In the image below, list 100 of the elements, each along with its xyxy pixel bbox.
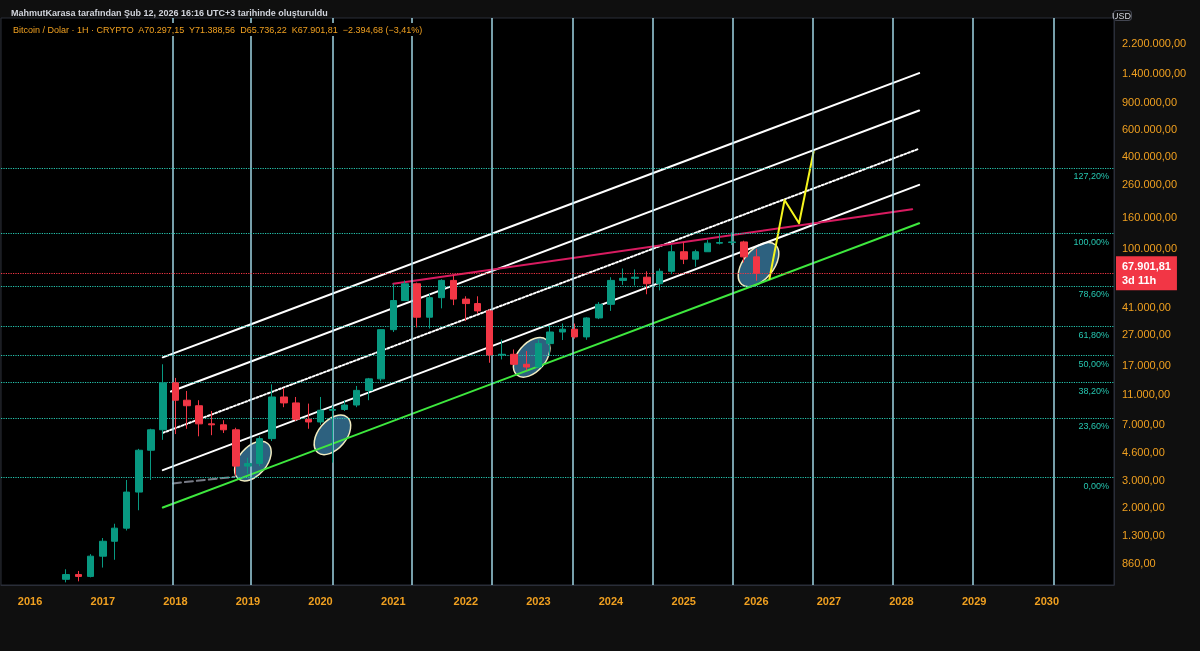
x-tick-label: 2021 — [381, 594, 406, 607]
x-tick-label: 2024 — [598, 594, 625, 607]
x-tick-label: 2016 — [17, 594, 43, 607]
candlestick — [619, 268, 627, 286]
y-tick-label: 4.600,00 — [1122, 445, 1165, 458]
ref-line-label: 67.901,81 3d 11h — [1122, 260, 1171, 287]
candlestick — [317, 396, 324, 426]
candlestick — [704, 239, 711, 253]
annotation: 0,00% — [1083, 480, 1109, 491]
candlestick — [244, 457, 252, 475]
annotation: 127,20% — [1073, 171, 1109, 182]
candlestick — [692, 249, 699, 268]
y-tick-label: 100.000,00 — [1122, 241, 1178, 254]
candlestick — [280, 387, 288, 408]
candlestick — [535, 339, 542, 369]
candlestick — [486, 308, 493, 364]
y-tick-label: 11.000,00 — [1122, 387, 1171, 400]
annotation: 38,20% — [1078, 385, 1109, 396]
candlestick — [329, 405, 336, 464]
candlestick — [668, 244, 675, 275]
candlestick — [305, 403, 312, 430]
candlestick — [474, 295, 481, 315]
candlestick — [546, 324, 554, 357]
y-tick-label: 41.000,00 — [1122, 300, 1171, 313]
candlestick — [631, 268, 639, 286]
candlestick — [341, 399, 348, 412]
x-tick-label: 2018 — [163, 594, 188, 607]
candlestick — [353, 385, 360, 408]
y-tick-label: 600.000,00 — [1122, 122, 1178, 135]
chart-title: MahmutKarasa tarafından Şub 12, 2026 16:16 UTC+3 tarihinde oluşturuldu — [11, 7, 328, 18]
candlestick — [740, 240, 748, 263]
x-tick-label: 2017 — [90, 594, 116, 607]
candlestick — [510, 349, 518, 366]
x-tick-label: 2028 — [889, 594, 914, 607]
candlestick — [62, 568, 70, 583]
y-tick-label: 260.000,00 — [1122, 178, 1178, 191]
candlestick — [401, 279, 409, 302]
x-tick-label: 2019 — [235, 594, 261, 607]
annotation: 23,60% — [1078, 421, 1109, 432]
y-tick-label: 27.000,00 — [1122, 328, 1171, 341]
annotation: 61,80% — [1078, 329, 1109, 340]
candlestick — [438, 278, 445, 309]
x-tick-label: 2022 — [453, 594, 479, 607]
x-tick-label: 2025 — [671, 594, 696, 607]
candlestick — [256, 435, 263, 467]
y-tick-label: 2.200.000,00 — [1122, 36, 1187, 49]
candlestick — [365, 377, 373, 401]
y-tick-label: 1.400.000,00 — [1122, 66, 1187, 79]
candlestick — [716, 233, 723, 245]
y-tick-label: 400.000,00 — [1122, 149, 1178, 162]
candlestick — [680, 241, 688, 265]
annotation: 100,00% — [1073, 236, 1109, 247]
candlestick — [523, 350, 530, 371]
y-tick-label: 900.000,00 — [1122, 96, 1178, 109]
candlestick — [268, 383, 276, 442]
candlestick — [390, 283, 397, 333]
x-tick-label: 2027 — [816, 594, 842, 607]
candlestick — [450, 274, 457, 306]
text: Bitcoin / Dolar · 1H · CRYPTO A70.297,15 Y71.388,56 D65.736,22 K67.901,81 −2.394,68 (−3,41%) — [13, 24, 423, 35]
annotation: 50,00% — [1078, 358, 1109, 369]
y-axis-title: USD — [1112, 10, 1132, 21]
candlestick — [220, 419, 227, 434]
x-tick-label: 2023 — [526, 594, 551, 607]
y-tick-label: 160.000,00 — [1122, 210, 1178, 223]
y-tick-label: 1.300,00 — [1122, 529, 1165, 542]
candlestick — [656, 268, 663, 291]
x-tick-label: 2020 — [308, 594, 333, 607]
candlestick — [413, 282, 421, 328]
candlestick — [123, 479, 130, 531]
candlestick — [559, 323, 566, 341]
candlestick — [147, 428, 155, 481]
candlestick — [159, 363, 167, 441]
candlestick — [292, 396, 300, 422]
annotation: 78,60% — [1078, 289, 1109, 300]
y-tick-label: 2.000,00 — [1122, 500, 1165, 513]
x-tick-label: 2026 — [744, 594, 769, 607]
y-tick-label: 3.000,00 — [1122, 473, 1165, 486]
candlestick — [87, 553, 94, 578]
candlestick — [377, 329, 385, 382]
candlestick — [571, 323, 578, 340]
candlestick — [607, 276, 615, 312]
candlestick — [75, 570, 82, 582]
candlestick — [498, 339, 506, 360]
candlestick — [208, 410, 215, 436]
candlestick — [135, 448, 143, 511]
candlestick — [583, 316, 590, 341]
y-tick-label: 17.000,00 — [1122, 359, 1171, 372]
y-tick-label: 860,00 — [1122, 556, 1156, 569]
line-series — [768, 150, 815, 280]
candlestick — [462, 295, 470, 322]
candlestick — [172, 377, 179, 435]
candlestick — [595, 301, 603, 320]
candlestick — [195, 399, 203, 437]
candlestick — [426, 293, 433, 330]
y-tick-label: 7.000,00 — [1122, 417, 1165, 430]
candlestick — [183, 390, 191, 430]
candlestick — [232, 427, 240, 477]
candlestick — [99, 537, 107, 569]
candlestick — [111, 523, 118, 561]
x-tick-label: 2029 — [961, 594, 987, 607]
